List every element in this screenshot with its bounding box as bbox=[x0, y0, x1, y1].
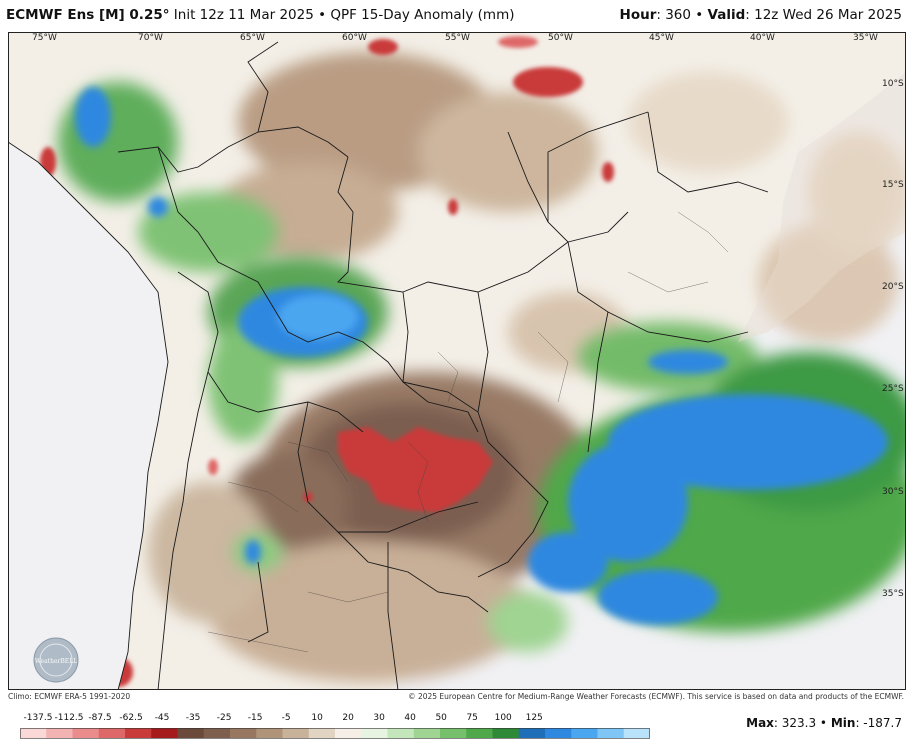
legend-swatch bbox=[46, 728, 73, 738]
run-info: Init 12z 11 Mar 2025 • QPF 15-Day Anomal… bbox=[173, 7, 515, 23]
legend-tick-label: -137.5 bbox=[23, 713, 52, 723]
legend-swatch bbox=[466, 728, 493, 738]
legend-swatch bbox=[335, 728, 362, 738]
min-label: Min bbox=[830, 716, 856, 730]
legend-tick-label: -87.5 bbox=[88, 713, 111, 723]
legend-swatch bbox=[98, 728, 126, 738]
legend-swatch bbox=[413, 728, 441, 738]
lat-15s: 15°S bbox=[882, 180, 904, 190]
ocean-coast-mask bbox=[738, 32, 906, 342]
map-canvas: 75°W 70°W 65°W 60°W 55°W 50°W 45°W 40°W … bbox=[7, 32, 914, 691]
lon-35w: 35°W bbox=[853, 33, 878, 43]
legend-tick-label: -45 bbox=[155, 713, 170, 723]
valid-time: Hour: 360 • Valid: 12z Wed 26 Mar 2025 bbox=[620, 7, 902, 23]
hour-value: : 360 • bbox=[656, 7, 704, 23]
min-value: : -187.7 bbox=[855, 716, 902, 730]
state-borders bbox=[207, 211, 729, 653]
watermark-logo: WeatherBELL bbox=[33, 637, 79, 683]
lat-25s: 25°S bbox=[882, 384, 904, 394]
latitude-labels: 10°S 15°S 20°S 25°S 30°S 35°S bbox=[882, 79, 904, 599]
legend-swatch bbox=[177, 728, 205, 738]
legend-swatch bbox=[203, 728, 231, 738]
climo-note: Climo: ECMWF ERA-5 1991-2020 bbox=[8, 692, 131, 701]
legend-scale: -137.5 -112.5 -87.5 -62.5 -45 -35 -25 -15 -5 10 20… bbox=[20, 713, 650, 739]
legend-swatch bbox=[125, 728, 152, 738]
lat-10s: 10°S bbox=[882, 79, 904, 89]
hour-label: Hour bbox=[619, 7, 657, 23]
pacific-ocean bbox=[8, 142, 168, 690]
legend-swatch bbox=[597, 728, 625, 738]
legend-tick-label: 20 bbox=[342, 713, 354, 723]
legend-tick-label: 100 bbox=[495, 713, 512, 723]
country-borders bbox=[7, 41, 769, 691]
legend-tick-label: -35 bbox=[186, 713, 201, 723]
legend-swatch bbox=[492, 728, 520, 738]
legend-swatch bbox=[571, 728, 598, 738]
lon-65w: 65°W bbox=[240, 33, 265, 43]
credits-bar: Climo: ECMWF ERA-5 1991-2020 © 2025 Euro… bbox=[0, 690, 914, 704]
lon-70w: 70°W bbox=[138, 33, 163, 43]
max-value: : 323.3 • bbox=[773, 716, 828, 730]
header: ECMWF Ens [M] 0.25° Init 12z 11 Mar 2025… bbox=[0, 0, 914, 32]
legend-swatch bbox=[545, 728, 572, 738]
legend-tick-label: 50 bbox=[435, 713, 447, 723]
map-frame bbox=[8, 32, 906, 690]
legend-tick-label: -15 bbox=[248, 713, 263, 723]
legend-tick-label: -25 bbox=[217, 713, 232, 723]
legend-tick-label: -62.5 bbox=[119, 713, 142, 723]
legend-swatch bbox=[440, 728, 467, 738]
model-name: ECMWF Ens [M] 0.25° bbox=[6, 7, 170, 23]
lat-20s: 20°S bbox=[882, 282, 904, 292]
legend-border bbox=[20, 728, 650, 739]
longitude-labels: 75°W 70°W 65°W 60°W 55°W 50°W 45°W 40°W … bbox=[32, 33, 878, 43]
legend-tick-label: 75 bbox=[466, 713, 477, 723]
legend-tick-label: 30 bbox=[373, 713, 385, 723]
lon-75w: 75°W bbox=[32, 33, 57, 43]
legend-swatch bbox=[518, 728, 546, 738]
legend-tick-label: 10 bbox=[311, 713, 323, 723]
watermark-text: WeatherBELL bbox=[35, 658, 77, 665]
lat-35s: 35°S bbox=[882, 589, 904, 599]
legend-swatch bbox=[151, 728, 178, 738]
max-min-readout: Max: 323.3 • Min: -187.7 bbox=[746, 716, 902, 730]
legend-swatch bbox=[256, 728, 283, 738]
legend-swatch bbox=[623, 728, 650, 738]
legend-tick-label: -5 bbox=[282, 713, 291, 723]
valid-value: : 12z Wed 26 Mar 2025 bbox=[745, 7, 902, 23]
heavy-wet-areas bbox=[75, 87, 888, 625]
lon-40w: 40°W bbox=[750, 33, 775, 43]
legend-swatch bbox=[72, 728, 100, 738]
legend-swatch bbox=[308, 728, 336, 738]
legend-swatch bbox=[20, 728, 47, 738]
valid-label: Valid bbox=[707, 7, 746, 23]
copyright-note: © 2025 European Centre for Medium-Range … bbox=[408, 692, 904, 701]
lon-60w: 60°W bbox=[342, 33, 367, 43]
anomaly-map[interactable]: 75°W 70°W 65°W 60°W 55°W 50°W 45°W 40°W … bbox=[7, 32, 914, 691]
color-legend: -137.5 -112.5 -87.5 -62.5 -45 -35 -25 -15 -5 10 20… bbox=[20, 706, 650, 746]
lon-55w: 55°W bbox=[445, 33, 470, 43]
lat-30s: 30°S bbox=[882, 487, 904, 497]
legend-swatch bbox=[387, 728, 415, 738]
max-label: Max bbox=[746, 716, 774, 730]
legend-tick-label: 40 bbox=[404, 713, 416, 723]
legend-swatch bbox=[282, 728, 310, 738]
legend-tick-label: -112.5 bbox=[55, 713, 84, 723]
legend-swatch bbox=[230, 728, 257, 738]
map-title: ECMWF Ens [M] 0.25° Init 12z 11 Mar 2025… bbox=[6, 7, 515, 23]
legend-tick-label: 125 bbox=[526, 713, 543, 723]
lon-45w: 45°W bbox=[649, 33, 674, 43]
lon-50w: 50°W bbox=[548, 33, 573, 43]
legend-swatch bbox=[361, 728, 388, 738]
